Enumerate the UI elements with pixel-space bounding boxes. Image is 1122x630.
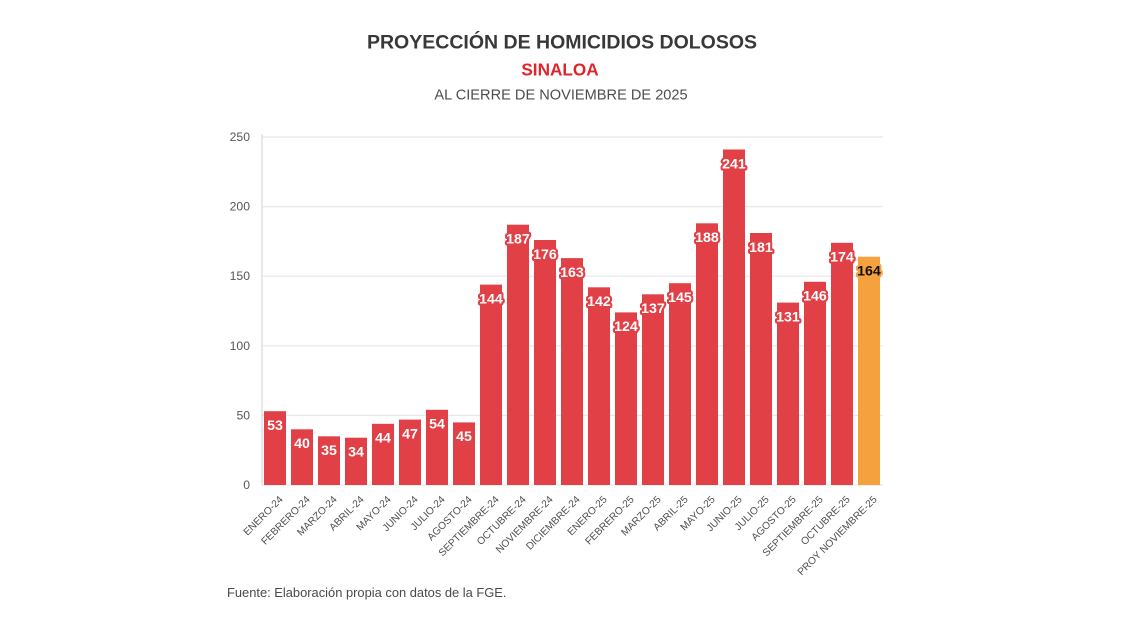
svg-text:100: 100 [230, 339, 251, 353]
svg-text:44: 44 [375, 431, 391, 447]
svg-text:176: 176 [533, 247, 557, 263]
svg-text:145: 145 [668, 290, 692, 306]
svg-text:47: 47 [402, 426, 418, 442]
svg-text:0: 0 [243, 478, 250, 492]
svg-text:174: 174 [830, 250, 854, 266]
svg-text:131: 131 [776, 309, 800, 325]
svg-text:SINALOA: SINALOA [521, 60, 598, 80]
svg-text:Fuente: Elaboración propia con: Fuente: Elaboración propia con datos de … [227, 585, 506, 600]
svg-text:241: 241 [722, 156, 746, 172]
svg-text:200: 200 [230, 200, 251, 214]
svg-text:35: 35 [321, 443, 337, 459]
svg-text:144: 144 [479, 291, 503, 307]
svg-text:40: 40 [294, 436, 310, 452]
svg-text:164: 164 [857, 263, 881, 279]
svg-text:54: 54 [429, 417, 445, 433]
svg-text:53: 53 [267, 418, 283, 434]
svg-text:AL CIERRE DE NOVIEMBRE DE 2025: AL CIERRE DE NOVIEMBRE DE 2025 [434, 88, 687, 104]
svg-text:PROYECCIÓN DE HOMICIDIOS DOLOS: PROYECCIÓN DE HOMICIDIOS DOLOSOS [367, 30, 757, 54]
svg-text:187: 187 [506, 231, 530, 247]
svg-text:34: 34 [348, 444, 364, 460]
svg-text:124: 124 [614, 319, 638, 335]
svg-text:163: 163 [560, 265, 584, 281]
svg-text:150: 150 [230, 269, 251, 283]
svg-text:142: 142 [587, 294, 611, 310]
svg-text:181: 181 [749, 240, 773, 256]
svg-text:188: 188 [695, 230, 719, 246]
svg-text:250: 250 [230, 130, 251, 144]
svg-text:45: 45 [456, 429, 472, 445]
svg-text:50: 50 [236, 408, 250, 422]
svg-text:137: 137 [641, 301, 665, 317]
svg-text:146: 146 [803, 289, 827, 305]
